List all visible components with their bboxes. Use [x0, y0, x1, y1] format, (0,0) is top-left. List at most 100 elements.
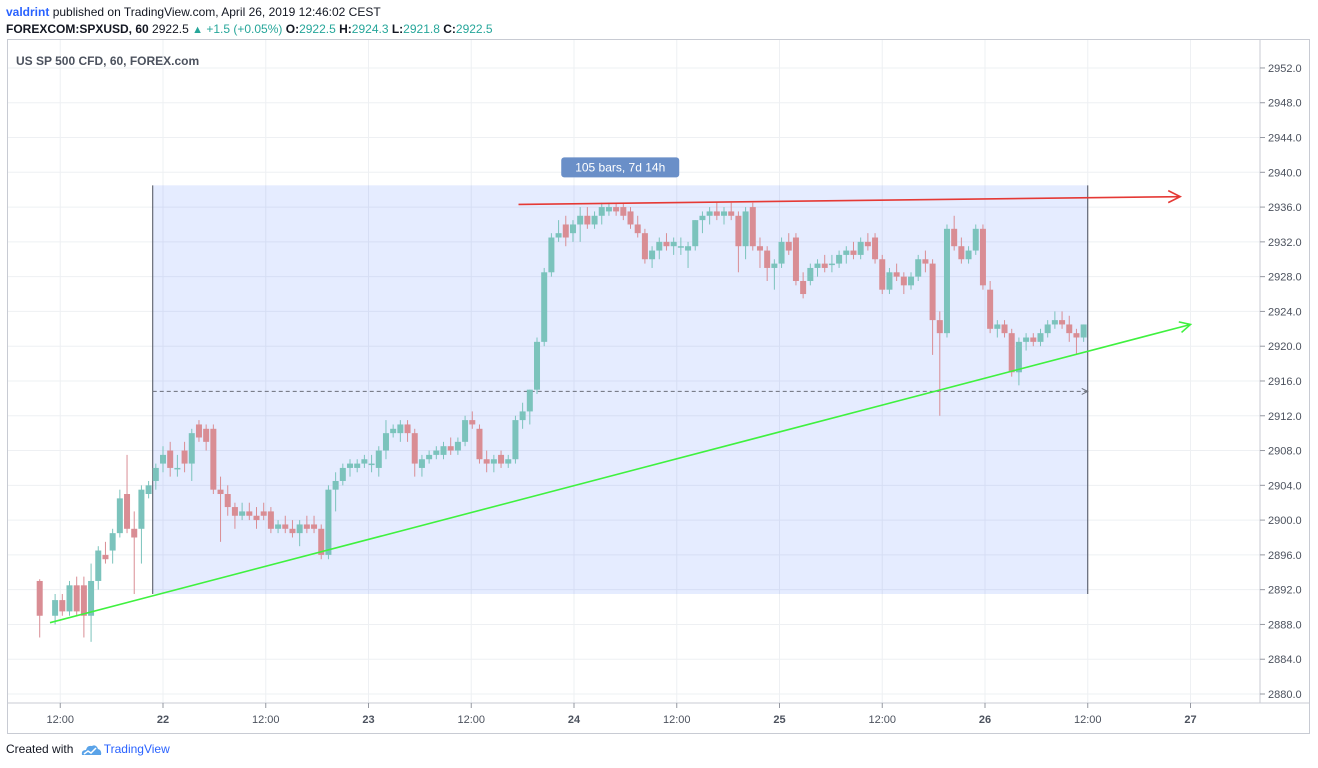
- candle-body: [670, 241, 677, 247]
- date-range-measure[interactable]: 105 bars, 7d 14h: [152, 157, 1089, 595]
- price-axis[interactable]: 2952.0 2948.0 2944.0 2940.0 2936.0 2932.0 2928…: [1259, 40, 1302, 703]
- candle-body: [663, 241, 670, 247]
- time-tick-label: 27: [1184, 714, 1196, 726]
- created-with-text: Created with: [6, 742, 74, 756]
- price-tick-label: 2916.0: [1268, 376, 1302, 388]
- candle-body: [857, 241, 864, 255]
- candle-body: [555, 233, 562, 238]
- tradingview-brand[interactable]: TradingView: [103, 742, 170, 756]
- candle-body: [354, 463, 361, 468]
- candle-body: [1051, 320, 1058, 325]
- candle-body: [454, 441, 461, 451]
- candle-body: [390, 428, 397, 434]
- candle-body: [368, 463, 375, 466]
- publish-info: valdrint published on TradingView.com, A…: [6, 5, 381, 19]
- candle-body: [936, 320, 943, 334]
- time-tick-label: 12:00: [252, 714, 280, 726]
- time-tick-label: 22: [157, 714, 169, 726]
- candle-body: [505, 459, 512, 464]
- time-tick-label: 12:00: [46, 714, 74, 726]
- candle-body: [426, 454, 433, 460]
- candle-body: [116, 498, 123, 534]
- candle-body: [908, 276, 915, 286]
- candle-body: [627, 211, 634, 225]
- candle-body: [1030, 337, 1037, 342]
- candle-body: [195, 424, 202, 438]
- time-axis[interactable]: 12:00 22 12:00 23 12:00 24 12:00 25 12:00 26 12:00…: [8, 702, 1310, 726]
- candle-body: [217, 489, 224, 495]
- candle-body: [347, 463, 354, 468]
- chart-title: US SP 500 CFD, 60, FOREX.com: [16, 54, 199, 68]
- support-trend-line[interactable]: [49, 323, 1191, 624]
- candle-body: [771, 263, 778, 268]
- resistance-trend-line[interactable]: [518, 195, 1181, 206]
- time-tick-label: 12:00: [663, 714, 691, 726]
- candle-body: [634, 224, 641, 234]
- candle-body: [778, 241, 785, 264]
- candle-body: [1008, 333, 1015, 373]
- price-tick-label: 2944.0: [1268, 133, 1302, 145]
- candle-body: [80, 585, 87, 616]
- candle-body: [706, 211, 713, 216]
- price-tick-label: 2888.0: [1268, 619, 1302, 631]
- candle-body: [821, 263, 828, 268]
- candle-body: [591, 215, 598, 225]
- candle-body: [605, 207, 612, 212]
- candle-body: [864, 241, 871, 247]
- open-value: 2922.5: [299, 22, 336, 36]
- candle-body: [541, 272, 548, 342]
- price-tick-label: 2912.0: [1268, 411, 1302, 423]
- candle-body: [764, 250, 771, 268]
- candle-body: [584, 215, 591, 225]
- candle-body: [224, 494, 231, 508]
- candle-body: [1044, 324, 1051, 334]
- candle-body: [943, 228, 950, 334]
- candle-body: [620, 207, 627, 216]
- candle-body: [1080, 324, 1087, 338]
- candle-body: [951, 228, 958, 247]
- candle-body: [1015, 341, 1022, 373]
- candle-body: [843, 250, 850, 255]
- time-tick-label: 12:00: [457, 714, 485, 726]
- candle-body: [512, 420, 519, 460]
- trend-lines[interactable]: [49, 189, 1193, 624]
- candle-body: [124, 494, 131, 529]
- candle-body: [613, 207, 620, 212]
- candle-body: [526, 389, 533, 412]
- candle-body: [929, 263, 936, 321]
- open-label: O:: [285, 22, 300, 36]
- candle-body: [418, 459, 425, 468]
- candle-body: [721, 211, 728, 216]
- candle-body: [311, 524, 318, 529]
- time-tick-label: 26: [979, 714, 991, 726]
- candle-body: [440, 446, 447, 455]
- candle-body: [792, 237, 799, 281]
- candle-body: [958, 246, 965, 260]
- candle-body: [1066, 324, 1073, 334]
- price-tick-label: 2928.0: [1268, 272, 1302, 284]
- candle-body: [303, 524, 310, 529]
- candle-body: [239, 511, 246, 516]
- candle-body: [160, 454, 166, 464]
- price-tick-label: 2948.0: [1268, 98, 1302, 110]
- chart-frame: [7, 39, 1310, 734]
- candle-body: [52, 600, 59, 616]
- time-tick-label: 25: [773, 714, 785, 726]
- candle-body: [73, 585, 80, 612]
- candle-body: [88, 580, 95, 616]
- candle-body: [469, 420, 476, 425]
- candle-body: [965, 250, 972, 260]
- candle-body: [692, 220, 699, 247]
- candle-body: [476, 428, 483, 460]
- candle-body: [915, 259, 922, 277]
- candle-body: [95, 550, 102, 581]
- candle-body: [59, 600, 66, 612]
- candle-body: [404, 424, 411, 434]
- candle-body: [749, 207, 756, 247]
- candle-body: [145, 485, 152, 495]
- candle-body: [534, 341, 541, 390]
- candle-body: [203, 428, 210, 442]
- candle-body: [598, 207, 605, 216]
- author-name[interactable]: valdrint: [6, 5, 50, 19]
